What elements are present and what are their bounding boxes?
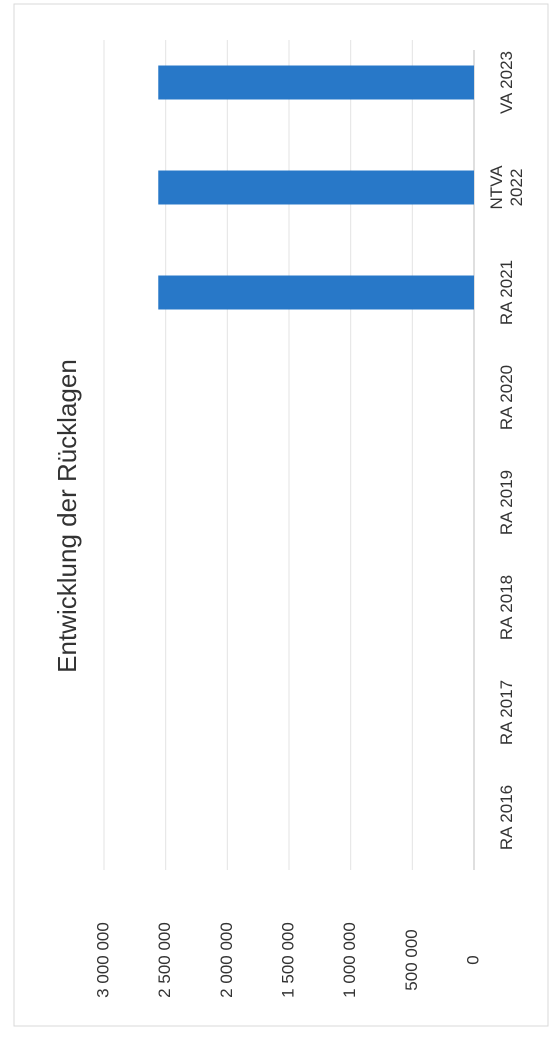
y-tick-label: 0 [463, 955, 482, 964]
bar [158, 65, 474, 100]
bar [158, 170, 474, 205]
x-tick-label: RA 2016 [497, 785, 516, 850]
bar [158, 275, 474, 310]
y-tick-label: 1 500 000 [278, 922, 297, 998]
x-tick-label: NTVA2022 [487, 165, 526, 210]
chart-border [13, 3, 549, 1027]
y-tick-label: 2 500 000 [155, 922, 174, 998]
y-tick-label: 500 000 [402, 929, 421, 990]
y-tick-label: 1 000 000 [340, 922, 359, 998]
gridlines [103, 40, 413, 870]
y-tick-labels: 0 500 000 1 000 000 1 500 000 2 000 000 2 500… [93, 922, 482, 998]
x-tick-label: RA 2017 [497, 680, 516, 745]
x-tick-label: VA 2023 [497, 51, 516, 114]
x-tick-labels: RA 2016 RA 2017 RA 2018 RA 2019 RA 2020 RA 20… [487, 51, 526, 850]
x-tick-label: RA 2020 [497, 365, 516, 430]
y-tick-label: 2 000 000 [217, 922, 236, 998]
y-tick-label: 3 000 000 [93, 922, 112, 998]
x-tick-label: RA 2021 [497, 260, 516, 325]
chart-title: Entwicklung der Rücklagen [52, 359, 82, 673]
x-tick-label: RA 2018 [497, 575, 516, 640]
x-tick-label: RA 2019 [497, 470, 516, 535]
bars [158, 65, 474, 310]
